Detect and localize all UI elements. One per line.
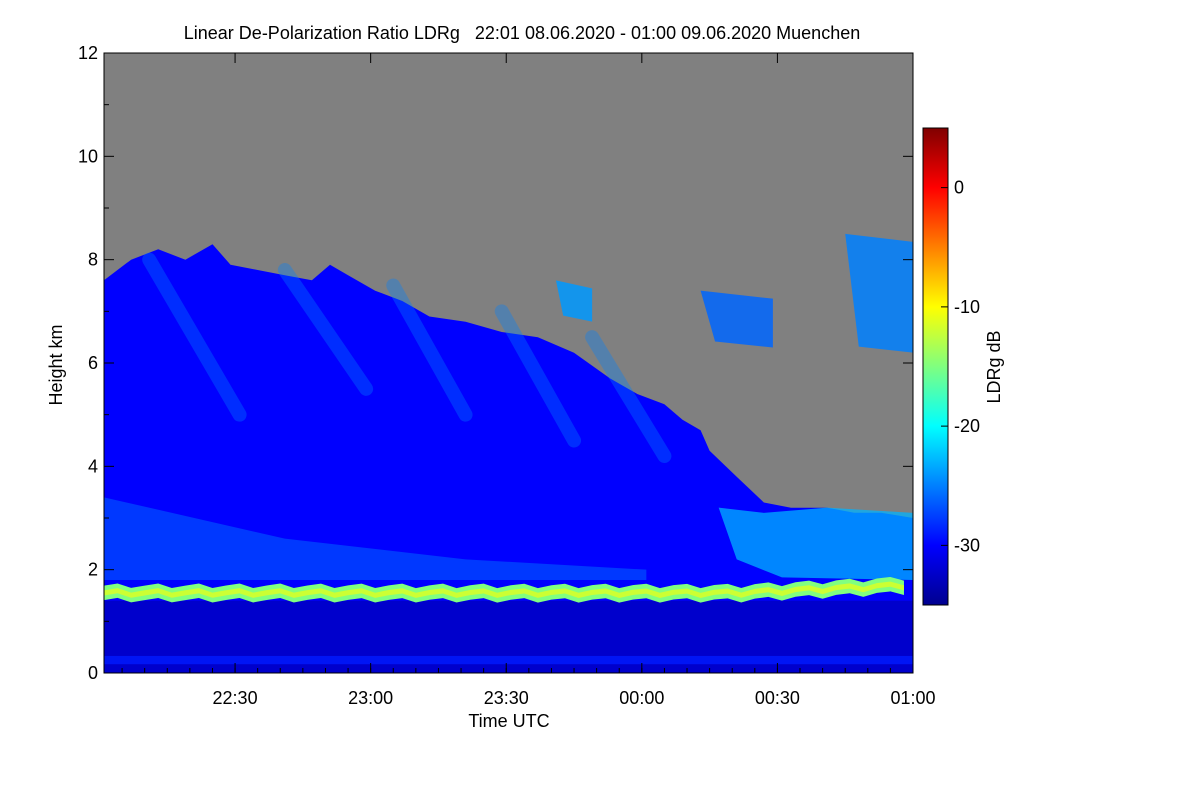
fallstreak-5 <box>585 330 672 463</box>
melting-layer-core <box>104 581 904 598</box>
y-tick-label-0: 0 <box>88 663 98 683</box>
fallstreak-3 <box>386 278 473 422</box>
fallstreak-1 <box>142 252 247 422</box>
x-tick-label-22:30: 22:30 <box>213 688 258 708</box>
upper-cloud-patch-3 <box>700 290 773 348</box>
x-axis-label: Time UTC <box>468 711 549 731</box>
plot-area <box>104 53 913 673</box>
colorbar: 0 -10 -20 -30 <box>922 127 980 606</box>
lower-cirrus-shading <box>104 497 647 580</box>
x-axis: 22:30 23:00 23:30 00:00 00:30 01:00 <box>121 53 936 708</box>
fallstreak-4 <box>494 304 582 448</box>
colorbar-tick-label--30: -30 <box>954 535 980 555</box>
low-cloud-region <box>718 507 913 580</box>
y-tick-label-6: 6 <box>88 353 98 373</box>
near-surface-band <box>104 655 913 665</box>
y-tick-label-8: 8 <box>88 250 98 270</box>
colorbar-scale <box>922 127 949 606</box>
y-axis: 0 2 4 6 8 10 12 <box>78 43 913 683</box>
x-tick-label-23:30: 23:30 <box>484 688 529 708</box>
y-tick-label-4: 4 <box>88 456 98 476</box>
y-tick-label-10: 10 <box>78 146 98 166</box>
chart-title: Linear De-Polarization Ratio LDRg 22:01 … <box>184 23 860 43</box>
x-tick-label-01:00: 01:00 <box>890 688 935 708</box>
upper-cloud-patch-2 <box>555 280 593 322</box>
y-axis-label: Height km <box>46 324 66 405</box>
fallstreak-2 <box>277 263 374 396</box>
colorbar-tick-label--10: -10 <box>954 297 980 317</box>
x-tick-label-23:00: 23:00 <box>348 688 393 708</box>
x-tick-label-00:30: 00:30 <box>755 688 800 708</box>
colorbar-tick-label--20: -20 <box>954 416 980 436</box>
colorbar-label: LDRg dB <box>984 330 1004 403</box>
upper-cloud-patch-1 <box>845 233 913 353</box>
y-tick-label-12: 12 <box>78 43 98 63</box>
x-tick-label-00:00: 00:00 <box>619 688 664 708</box>
colorbar-tick-label-0: 0 <box>954 178 964 198</box>
y-tick-label-2: 2 <box>88 560 98 580</box>
